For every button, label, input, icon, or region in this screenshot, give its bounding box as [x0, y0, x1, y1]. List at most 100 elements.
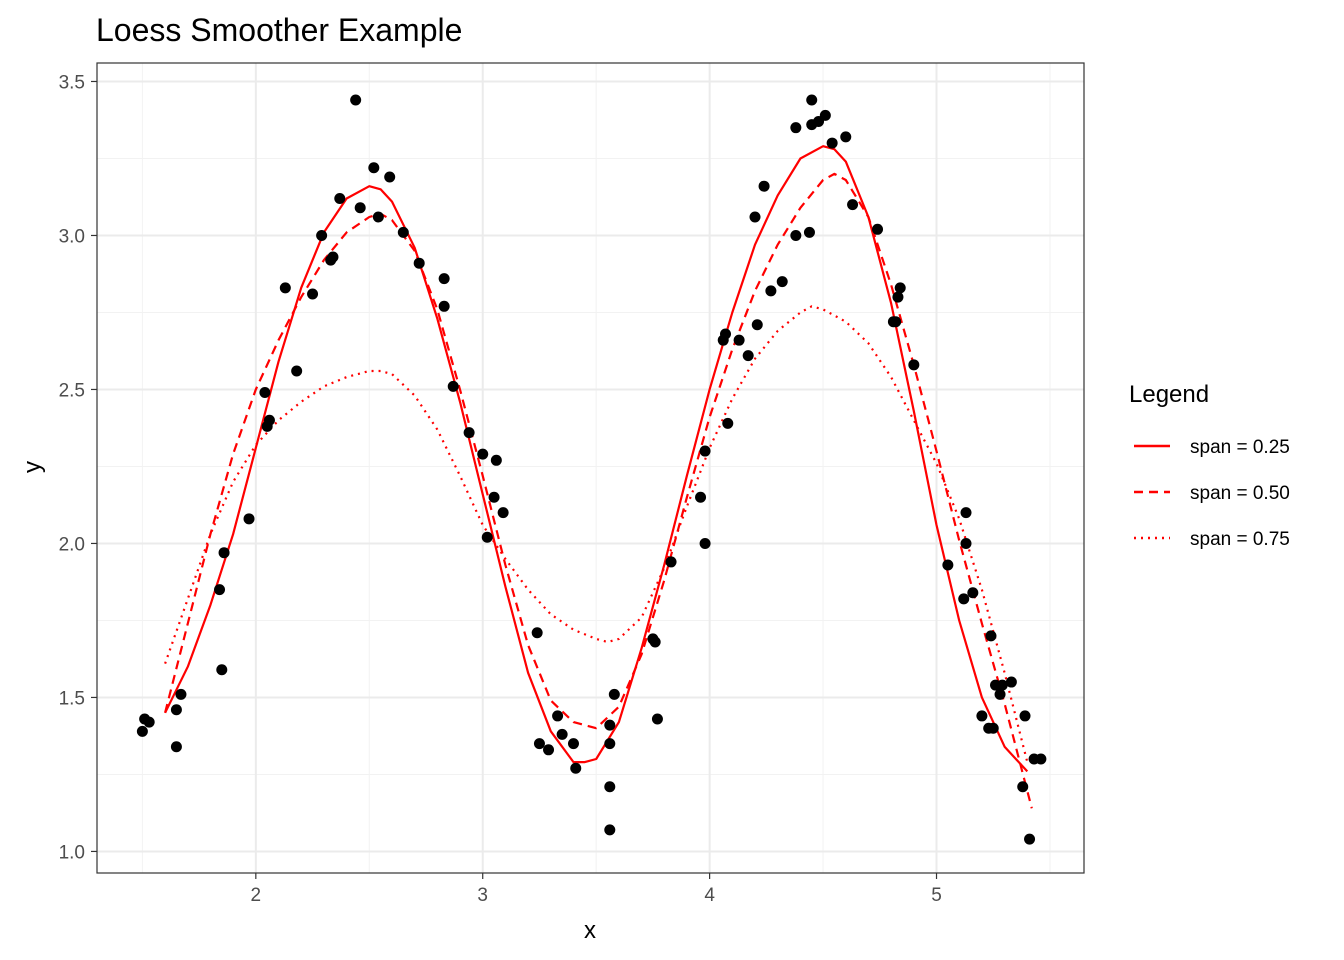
data-point: [350, 94, 362, 106]
data-point: [806, 94, 818, 106]
data-point: [463, 427, 475, 439]
x-tick-label: 2: [251, 885, 262, 906]
x-tick-label: 3: [477, 885, 488, 906]
data-point: [543, 744, 555, 756]
data-point: [327, 251, 339, 263]
y-axis-title: y: [19, 461, 46, 473]
data-point: [803, 226, 815, 238]
data-point: [1024, 833, 1036, 845]
legend-label-3: span = 0.75: [1190, 529, 1290, 550]
data-point: [765, 285, 777, 297]
data-point: [892, 291, 904, 303]
data-point: [243, 513, 255, 525]
x-tick-label: 4: [704, 885, 715, 906]
data-point: [958, 593, 970, 605]
y-tick-label: 2.5: [59, 380, 85, 401]
data-point: [291, 365, 303, 377]
data-point: [279, 282, 291, 294]
data-point: [384, 171, 396, 183]
data-point: [354, 202, 366, 214]
data-point: [699, 445, 711, 457]
data-point: [751, 319, 763, 331]
data-point: [985, 630, 997, 642]
data-point: [790, 122, 802, 134]
data-point: [552, 710, 564, 722]
data-point: [908, 359, 920, 371]
data-point: [316, 229, 328, 241]
y-tick-label: 3.0: [59, 226, 85, 247]
data-point: [1017, 781, 1029, 793]
data-point: [699, 537, 711, 549]
legend-label-2: span = 0.50: [1190, 483, 1290, 504]
data-point: [967, 587, 979, 599]
data-point: [722, 417, 734, 429]
data-point: [1005, 676, 1017, 688]
legend-items: span = 0.25 span = 0.50 span = 0.75: [1134, 437, 1290, 550]
data-point: [604, 719, 616, 731]
data-point: [567, 738, 579, 750]
data-point: [170, 741, 182, 753]
data-point: [175, 688, 187, 700]
x-axis-title: x: [584, 917, 596, 944]
loess-lines: [164, 145, 1033, 809]
data-point: [531, 627, 543, 639]
data-point: [604, 738, 616, 750]
y-axis-ticks: 1.0 1.5 2.0 2.5 3.0 3.5: [59, 72, 97, 863]
data-point: [477, 448, 489, 460]
data-point: [720, 328, 732, 340]
data-point: [413, 257, 425, 269]
loess-line-2: [164, 172, 1033, 809]
data-point: [749, 211, 761, 223]
data-point: [556, 728, 568, 740]
data-point: [890, 316, 902, 328]
data-point: [826, 137, 838, 149]
data-point: [758, 180, 770, 192]
data-point: [216, 664, 228, 676]
minor-gridlines: [97, 63, 1084, 873]
data-point: [533, 738, 545, 750]
data-point: [987, 722, 999, 734]
data-point: [438, 300, 450, 312]
chart-title: Loess Smoother Example: [96, 12, 462, 48]
data-point: [847, 199, 859, 211]
data-point: [170, 704, 182, 716]
data-point: [438, 273, 450, 285]
data-point: [497, 507, 509, 519]
data-point: [996, 679, 1008, 691]
data-point: [368, 162, 380, 174]
data-point: [608, 688, 620, 700]
data-point: [604, 781, 616, 793]
data-point: [447, 380, 459, 392]
data-point: [488, 491, 500, 503]
y-tick-label: 2.0: [59, 534, 85, 555]
y-tick-label: 1.5: [59, 688, 85, 709]
plot-panel-border: [96, 62, 1085, 874]
data-point: [649, 636, 661, 648]
data-point: [942, 559, 954, 571]
data-point: [490, 454, 502, 466]
data-point: [819, 109, 831, 121]
data-point: [695, 491, 707, 503]
y-tick-label: 3.5: [59, 72, 85, 93]
plot-panel-background: [97, 63, 1084, 873]
x-axis-ticks: 2 3 4 5: [251, 873, 942, 906]
data-point: [263, 414, 275, 426]
data-point: [840, 131, 852, 143]
data-point: [651, 713, 663, 725]
data-point: [259, 387, 271, 399]
data-point: [776, 276, 788, 288]
data-point: [218, 547, 230, 559]
data-point: [1035, 753, 1047, 765]
data-point: [994, 688, 1006, 700]
data-point: [665, 556, 677, 568]
data-point: [604, 824, 616, 836]
data-points: [136, 94, 1047, 845]
data-point: [872, 223, 884, 235]
data-point: [214, 584, 226, 596]
data-point: [960, 507, 972, 519]
legend: Legend span = 0.25 span = 0.50 span = 0.75: [1129, 381, 1290, 550]
data-point: [481, 531, 493, 543]
data-point: [570, 762, 582, 774]
legend-title: Legend: [1129, 381, 1209, 408]
